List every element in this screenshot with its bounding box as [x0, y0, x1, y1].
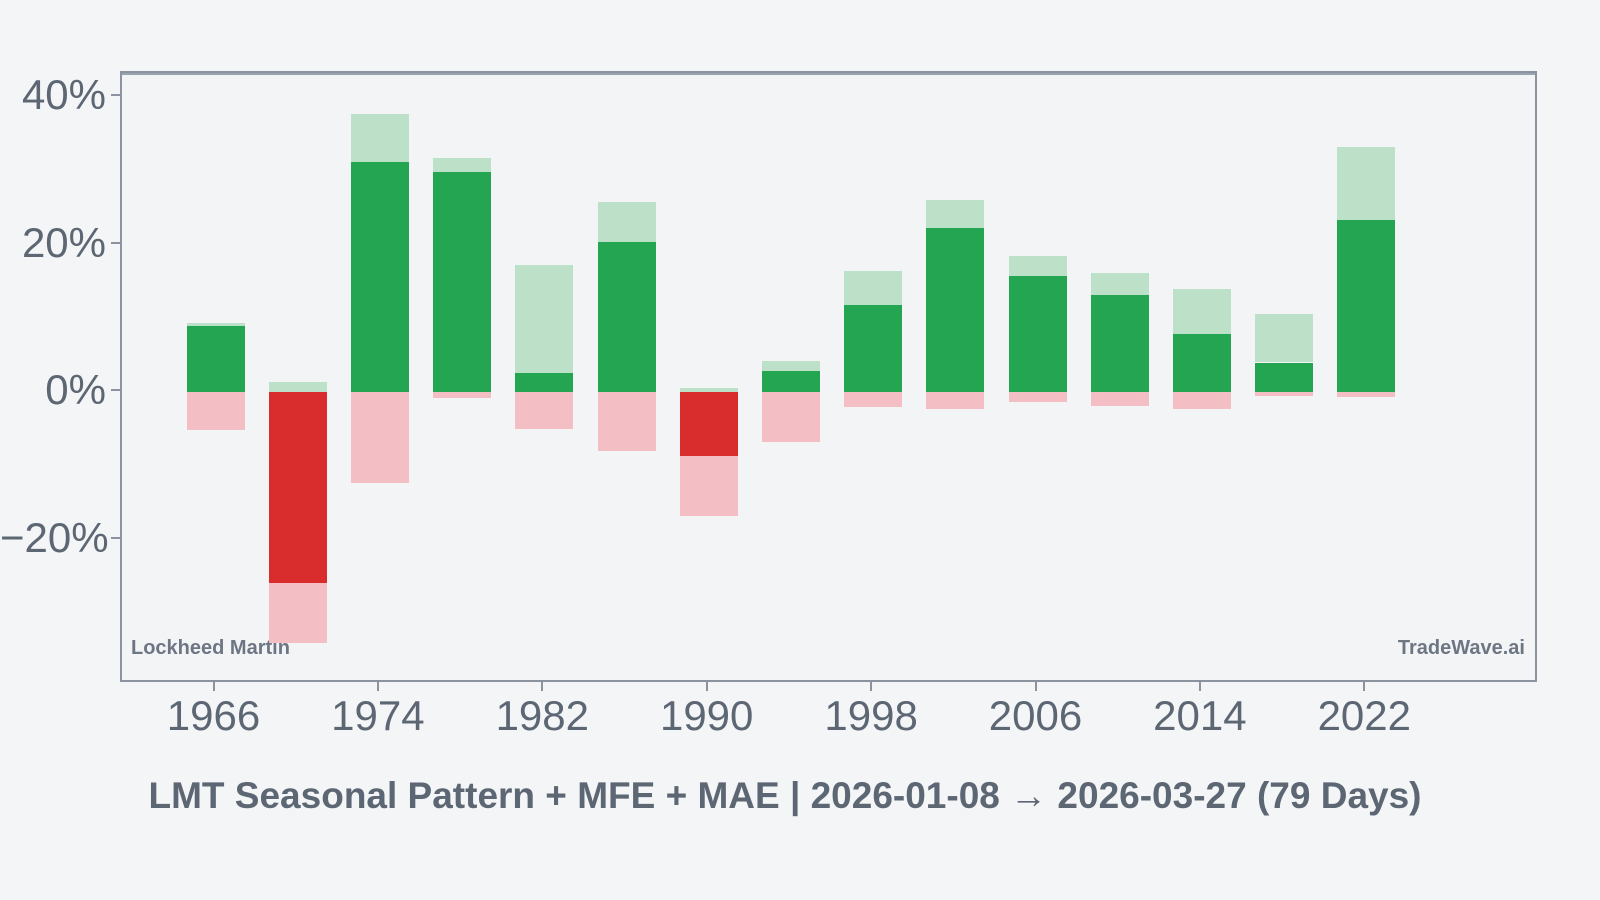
x-tick-mark [1198, 682, 1201, 691]
x-tick-label-2022: 2022 [1317, 692, 1412, 739]
x-tick-label-1974: 1974 [331, 692, 425, 739]
bar-2022-mfe [1337, 147, 1396, 221]
bar-2010-return [1090, 294, 1149, 392]
bar-1990-return [679, 392, 738, 457]
bar-2014-return [1172, 334, 1231, 392]
x-tick-mark [1363, 682, 1366, 691]
bar-1994-mae [761, 392, 820, 443]
bar-1998-mae [844, 392, 903, 407]
bar-2014-mfe [1172, 288, 1231, 335]
bar-1982-return [515, 372, 574, 392]
bar-1970-mae [268, 583, 327, 643]
bar-1990-mae [679, 456, 738, 516]
x-tick-label-1982: 1982 [495, 692, 590, 739]
bar-1998-return [844, 304, 903, 392]
y-tick-label-0: 0% [45, 366, 106, 413]
bar-2010-mae [1090, 392, 1149, 406]
y-tick-mark [111, 389, 120, 391]
bar-1970-return [268, 392, 327, 583]
x-tick-mark [1034, 682, 1037, 691]
x-tick-label-1966: 1966 [166, 692, 261, 739]
bar-2018-mae [1255, 392, 1314, 396]
bar-1986-mfe [597, 201, 656, 243]
instrument-watermark: Lockheed Martin [131, 637, 290, 659]
bar-2018-return [1255, 362, 1314, 392]
x-tick-mark [541, 682, 544, 691]
bar-1966-mae [186, 392, 245, 430]
bar-2022-mae [1337, 392, 1396, 398]
x-tick-label-2014: 2014 [1153, 692, 1247, 739]
bar-1974-mfe [350, 113, 409, 162]
x-tick-label-1990: 1990 [659, 692, 754, 739]
y-tick-label-20: 20% [21, 218, 106, 266]
y-tick-label-40: 40% [21, 71, 106, 118]
bar-2006-mfe [1008, 256, 1067, 277]
bar-1982-mae [515, 392, 574, 429]
bar-1974-mae [350, 392, 409, 483]
bar-2022-return [1337, 220, 1396, 392]
bar-2018-mfe [1255, 313, 1314, 363]
y-tick-mark [111, 241, 120, 244]
bar-2010-mfe [1090, 272, 1149, 295]
y-tick-mark [111, 536, 120, 539]
bar-1978-return [433, 172, 492, 392]
bar-2006-mae [1008, 392, 1067, 403]
bar-1966-return [186, 325, 245, 392]
bar-1994-mfe [761, 361, 820, 371]
bar-2006-return [1008, 276, 1067, 392]
bar-1986-return [597, 242, 656, 392]
bar-1978-mfe [433, 158, 492, 173]
bar-1966-mfe [186, 323, 245, 326]
bar-1974-return [350, 161, 409, 392]
zero-line [122, 73, 1535, 75]
bar-1994-return [761, 370, 820, 392]
y-tick-mark [111, 94, 120, 96]
brand-watermark: TradeWave.ai [1397, 637, 1525, 659]
bar-2014-mae [1172, 392, 1231, 409]
bar-1978-mae [433, 392, 492, 398]
bar-1998-mfe [844, 271, 903, 305]
chart-title: LMT Seasonal Pattern + MFE + MAE | 2026-… [148, 775, 1422, 816]
x-tick-mark [705, 682, 708, 691]
y-tick-label--20: −20% [0, 513, 109, 561]
x-tick-mark [376, 682, 379, 691]
bar-2002-mfe [926, 199, 985, 229]
bar-1982-mfe [515, 265, 574, 373]
bar-2002-mae [926, 392, 985, 409]
bar-1986-mae [597, 392, 656, 451]
x-tick-label-1998: 1998 [824, 692, 918, 739]
bar-2002-return [926, 228, 985, 392]
x-tick-mark [212, 682, 215, 691]
plot-area [120, 71, 1537, 682]
bar-1970-mfe [268, 382, 327, 392]
x-tick-mark [870, 682, 873, 691]
x-tick-label-2006: 2006 [988, 692, 1083, 739]
bar-1990-mfe [679, 388, 738, 392]
